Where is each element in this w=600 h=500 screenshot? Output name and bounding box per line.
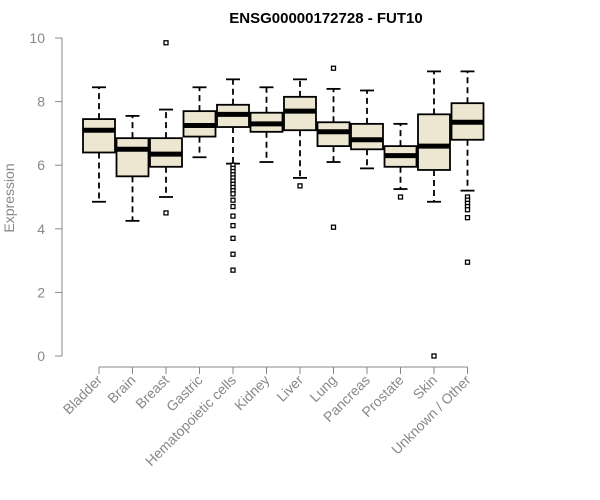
box-kidney bbox=[249, 86, 284, 163]
y-tick-label: 10 bbox=[29, 30, 45, 46]
box-brain bbox=[115, 115, 150, 222]
box-breast bbox=[149, 40, 183, 216]
outlier-point bbox=[464, 215, 471, 221]
outlier-point bbox=[397, 194, 404, 200]
outlier-point bbox=[431, 353, 437, 359]
outlier-point bbox=[297, 183, 303, 189]
box-hematopoietic-cells bbox=[216, 78, 250, 273]
outlier-point bbox=[230, 267, 236, 273]
outlier-point bbox=[230, 235, 236, 241]
outlier-point bbox=[230, 222, 236, 229]
box-unknown-other bbox=[450, 70, 485, 265]
outlier-point bbox=[230, 197, 236, 203]
y-axis-title: Expression bbox=[1, 163, 17, 232]
category-label: Liver bbox=[273, 372, 306, 405]
boxes-group bbox=[82, 40, 485, 359]
y-tick-label: 0 bbox=[37, 348, 45, 364]
box-iqr bbox=[350, 122, 384, 151]
y-tick-label: 6 bbox=[37, 157, 45, 173]
outlier-point bbox=[163, 40, 169, 46]
outlier-point bbox=[163, 210, 169, 216]
y-tick-label: 8 bbox=[37, 94, 45, 110]
outlier-point bbox=[230, 213, 236, 219]
outlier-point bbox=[330, 65, 337, 71]
box-prostate bbox=[383, 122, 418, 200]
outlier-point bbox=[230, 203, 236, 210]
outlier-point bbox=[230, 191, 236, 197]
outlier-point bbox=[230, 251, 236, 257]
chart-title: ENSG00000172728 - FUT10 bbox=[229, 10, 422, 27]
y-tick-label: 4 bbox=[37, 221, 45, 237]
box-iqr bbox=[115, 137, 150, 178]
box-gastric bbox=[182, 86, 217, 159]
box-iqr bbox=[417, 113, 451, 171]
category-label: Bladder bbox=[60, 372, 106, 418]
outlier-point bbox=[464, 259, 471, 265]
outlier-point bbox=[464, 207, 471, 213]
box-lung bbox=[316, 65, 351, 230]
outlier-point bbox=[330, 224, 337, 230]
box-iqr bbox=[82, 118, 116, 154]
box-liver bbox=[283, 78, 317, 189]
y-axis: 0 2 4 6 8 10 bbox=[29, 30, 63, 364]
box-pancreas bbox=[350, 89, 384, 170]
box-skin bbox=[417, 70, 451, 359]
category-label: Kidney bbox=[231, 372, 273, 414]
box-bladder bbox=[82, 86, 116, 203]
y-tick-label: 2 bbox=[37, 284, 45, 300]
